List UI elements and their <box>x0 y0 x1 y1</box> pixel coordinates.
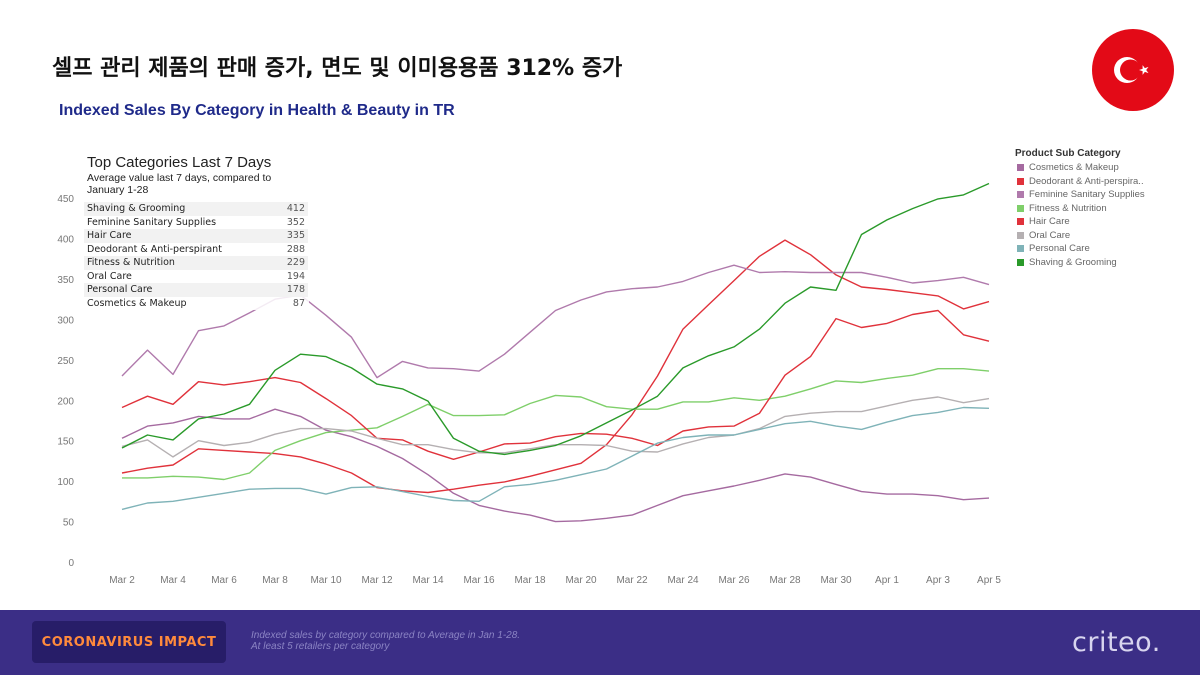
legend-swatch <box>1017 204 1024 212</box>
y-tick-label: 250 <box>57 356 74 367</box>
legend-label: Feminine Sanitary Supplies <box>1029 189 1145 201</box>
legend-label: Shaving & Grooming <box>1029 256 1117 268</box>
top-category-row: Feminine Sanitary Supplies 352 <box>84 216 308 230</box>
top-category-label: Personal Care <box>84 283 276 297</box>
series-line-deodorant-anti-perspirant[interactable] <box>121 239 990 494</box>
y-tick-label: 300 <box>57 315 74 326</box>
top-categories-table: Shaving & Grooming 412 Feminine Sanitary S… <box>84 202 308 310</box>
x-tick-label: Apr 3 <box>926 575 950 586</box>
x-tick-label: Mar 22 <box>616 575 648 586</box>
x-tick-label: Mar 20 <box>565 575 597 586</box>
legend-item[interactable]: Fitness & Nutrition <box>1017 202 1145 216</box>
top-category-value: 335 <box>275 229 308 243</box>
top-category-value: 288 <box>286 243 305 255</box>
x-tick-label: Mar 28 <box>769 575 801 586</box>
legend-swatch <box>1017 231 1024 239</box>
top-category-value: 178 <box>275 283 308 297</box>
y-tick-label: 0 <box>68 558 74 569</box>
x-tick-label: Mar 18 <box>514 575 546 586</box>
series-line-hair-care[interactable] <box>121 309 990 460</box>
top-category-label: Deodorant & Anti-perspirant <box>87 243 222 255</box>
series-line-cosmetics-makeup[interactable] <box>121 408 990 523</box>
top-category-label: Oral Care <box>87 270 132 282</box>
series-line-shaving-grooming[interactable] <box>121 182 990 456</box>
y-tick-label: 100 <box>57 477 74 488</box>
x-tick-label: Mar 26 <box>718 575 750 586</box>
series-line-fitness-nutrition[interactable] <box>122 368 990 481</box>
x-tick-label: Mar 6 <box>211 575 237 586</box>
top-category-value: 194 <box>286 270 305 282</box>
top-category-row: Hair Care 335 <box>84 229 308 243</box>
legend-item[interactable]: Shaving & Grooming <box>1017 256 1145 270</box>
legend-swatch <box>1017 177 1024 185</box>
line-chart: 0 50 100 150 200 250 300 350 400 450 Mar 2 Mar 4 Mar… <box>57 182 1001 586</box>
series-line-oral-care[interactable] <box>121 396 990 458</box>
x-tick-label: Mar 8 <box>262 575 288 586</box>
legend-title: Product Sub Category <box>1015 148 1121 159</box>
top-category-row: Personal Care 178 <box>84 283 308 297</box>
legend-swatch <box>1017 164 1024 172</box>
y-tick-label: 200 <box>57 396 74 407</box>
top-categories-box: Top Categories Last 7 Days Average value… <box>84 150 309 310</box>
x-tick-label: Apr 5 <box>977 575 1001 586</box>
legend-label: Deodorant & Anti-perspira.. <box>1029 175 1144 187</box>
top-category-row: Fitness & Nutrition 229 <box>84 256 308 270</box>
x-tick-label: Mar 4 <box>160 575 186 586</box>
legend-item[interactable]: Cosmetics & Makeup <box>1017 161 1145 175</box>
criteo-logo: criteo. <box>1072 627 1161 658</box>
top-category-value: 87 <box>292 297 305 309</box>
x-tick-label: Mar 14 <box>412 575 444 586</box>
top-category-label: Shaving & Grooming <box>84 202 276 216</box>
top-category-value: 412 <box>275 202 308 216</box>
top-category-value: 229 <box>275 256 308 270</box>
legend-swatch <box>1017 258 1024 266</box>
top-category-label: Hair Care <box>84 229 276 243</box>
x-tick-label: Mar 16 <box>463 575 495 586</box>
x-tick-label: Mar 30 <box>820 575 852 586</box>
legend-item[interactable]: Personal Care <box>1017 242 1145 256</box>
turkey-flag <box>1092 29 1174 111</box>
legend: Cosmetics & Makeup Deodorant & Anti-persp… <box>1017 161 1145 269</box>
legend-item[interactable]: Deodorant & Anti-perspira.. <box>1017 175 1145 189</box>
x-tick-label: Mar 24 <box>667 575 699 586</box>
legend-label: Hair Care <box>1029 216 1070 228</box>
x-tick-label: Apr 1 <box>875 575 899 586</box>
legend-item[interactable]: Oral Care <box>1017 229 1145 243</box>
headline: 셀프 관리 제품의 판매 증가, 면도 및 이미용용품 312% 증가 <box>52 56 623 81</box>
y-tick-label: 350 <box>57 275 74 286</box>
x-tick-label: Mar 10 <box>310 575 342 586</box>
top-category-row: Cosmetics & Makeup 87 <box>84 297 308 311</box>
top-category-value: 352 <box>286 216 305 228</box>
footer: CORONAVIRUS IMPACT Indexed sales by cate… <box>0 610 1200 675</box>
legend-swatch <box>1017 191 1024 199</box>
y-tick-label: 50 <box>63 518 75 529</box>
legend-label: Fitness & Nutrition <box>1029 202 1107 214</box>
y-tick-label: 450 <box>57 194 74 205</box>
legend-label: Cosmetics & Makeup <box>1029 162 1119 174</box>
top-category-label: Cosmetics & Makeup <box>87 297 187 309</box>
x-tick-label: Mar 12 <box>361 575 393 586</box>
chart-subtitle: Indexed Sales By Category in Health & Be… <box>59 102 455 119</box>
legend-swatch <box>1017 245 1024 253</box>
y-tick-label: 150 <box>57 437 74 448</box>
legend-label: Oral Care <box>1029 229 1071 241</box>
top-category-label: Fitness & Nutrition <box>84 256 276 270</box>
legend-item[interactable]: Hair Care <box>1017 215 1145 229</box>
top-category-label: Feminine Sanitary Supplies <box>87 216 217 228</box>
x-tick-label: Mar 2 <box>109 575 135 586</box>
footnote: Indexed sales by category compared to Av… <box>251 630 520 652</box>
coronavirus-impact-badge: CORONAVIRUS IMPACT <box>32 621 226 663</box>
y-tick-label: 400 <box>57 235 74 246</box>
legend-item[interactable]: Feminine Sanitary Supplies <box>1017 188 1145 202</box>
legend-swatch <box>1017 218 1024 226</box>
footnote-line-2: At least 5 retailers per category <box>251 641 390 652</box>
top-categories-title: Top Categories Last 7 Days <box>87 154 272 171</box>
legend-label: Personal Care <box>1029 243 1090 255</box>
top-category-row: Shaving & Grooming 412 <box>84 202 308 216</box>
series-line-personal-care[interactable] <box>121 406 990 511</box>
top-categories-description: Average value last 7 days, compared to J… <box>87 172 272 196</box>
top-category-row: Oral Care 194 <box>84 270 308 284</box>
footnote-line-1: Indexed sales by category compared to Av… <box>251 630 521 641</box>
top-category-row: Deodorant & Anti-perspirant 288 <box>84 243 308 257</box>
